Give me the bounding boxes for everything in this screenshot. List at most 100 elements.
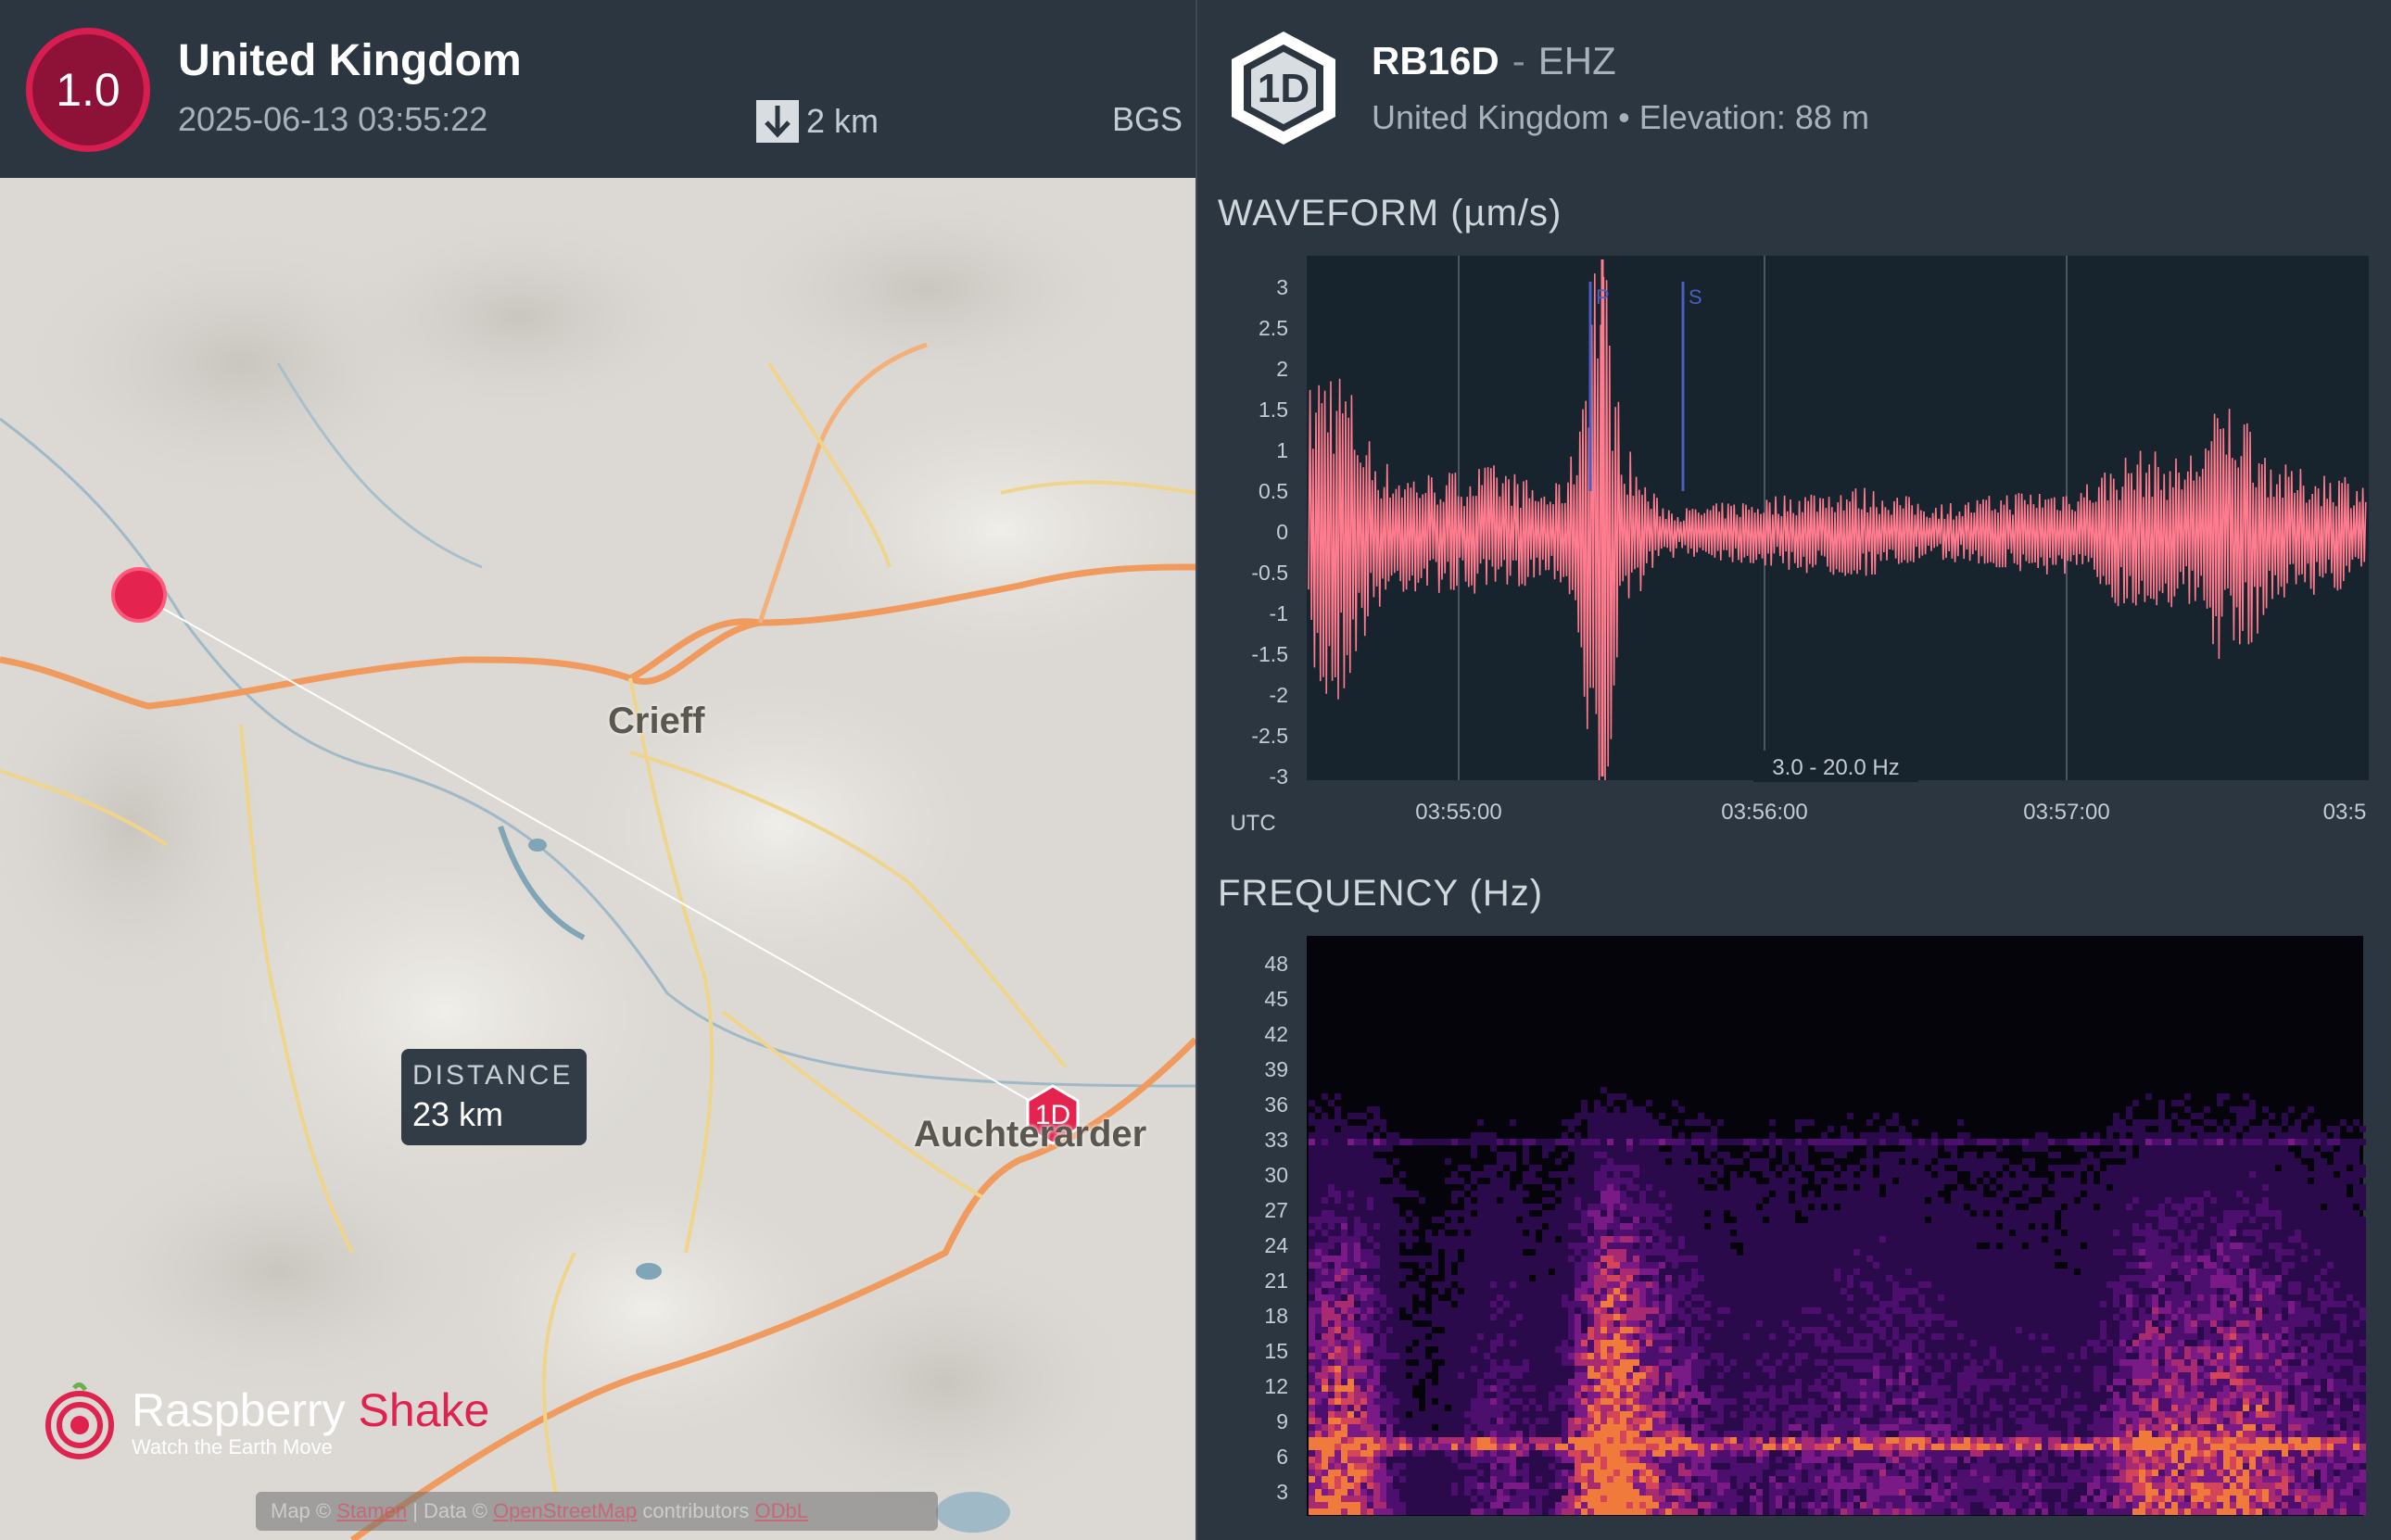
spectrogram-cell [1698, 1405, 1704, 1411]
spectrogram-cell [1750, 1204, 1756, 1210]
spectrogram-cell [1503, 1346, 1510, 1353]
spectrogram-cell [1471, 1379, 1477, 1385]
station-map-marker[interactable]: 1D [1035, 1100, 1070, 1130]
attribution-link-odbl[interactable]: ODbL [754, 1499, 808, 1522]
spectrogram-cell [1808, 1476, 1815, 1483]
spectrogram-cell [1432, 1502, 1438, 1508]
spectrogram-cell [1860, 1333, 1866, 1340]
spectrogram-cell [1438, 1230, 1445, 1236]
spectrogram-cell [1445, 1314, 1451, 1320]
spectrogram-cell [1847, 1307, 1853, 1314]
spectrogram-cell [1367, 1197, 1373, 1204]
spectrogram-cell [1847, 1171, 1853, 1178]
spectrogram-cell [1354, 1496, 1360, 1502]
spectrogram-cell [1523, 1470, 1529, 1476]
spectrogram-cell [1795, 1353, 1802, 1359]
spectrogram-cell [1536, 1223, 1542, 1230]
spectrogram-cell [1639, 1262, 1646, 1269]
spectrogram-cell [1879, 1165, 1886, 1171]
spectrogram-cell [1380, 1320, 1386, 1327]
spectrogram-cell [1756, 1294, 1763, 1301]
spectrogram-cell [1451, 1197, 1458, 1204]
spectrogram-cell [1795, 1158, 1802, 1165]
spectrogram-cell [1795, 1314, 1802, 1320]
spectrogram-cell [1523, 1340, 1529, 1346]
spectrogram-cell [1828, 1372, 1834, 1379]
spectrogram-cell [1665, 1392, 1672, 1398]
spectrogram-cell [1828, 1476, 1834, 1483]
spectrogram-cell [1464, 1346, 1471, 1353]
spectrogram-cell [1802, 1275, 1808, 1281]
spectrogram-cell [1516, 1184, 1523, 1191]
spectrogram-cell [1594, 1483, 1600, 1489]
spectrogram-cell [1711, 1281, 1717, 1288]
attribution-link-osm[interactable]: OpenStreetMap [492, 1499, 638, 1522]
spectrogram-cell [1879, 1379, 1886, 1385]
spectrogram-cell [1776, 1424, 1782, 1431]
spectrogram-cell [1568, 1236, 1575, 1243]
spectrogram-cell [1523, 1243, 1529, 1249]
spectrogram-cell [1516, 1275, 1523, 1281]
spectrogram-cell [1600, 1379, 1607, 1385]
spectrogram-cell [1315, 1165, 1322, 1171]
spectrogram-cell [1821, 1470, 1828, 1476]
spectrogram-cell [1568, 1301, 1575, 1307]
spectrogram-cell [1866, 1184, 1873, 1191]
attribution-link-stamen[interactable]: Stamen [336, 1499, 408, 1522]
spectrogram-cell [1821, 1457, 1828, 1463]
spectrogram-cell [1769, 1204, 1776, 1210]
spectrogram-cell [1711, 1366, 1717, 1372]
spectrogram-cell [1367, 1230, 1373, 1236]
spectrogram-cell [1529, 1139, 1536, 1145]
spectrogram-cell [1309, 1346, 1315, 1353]
spectrogram-cell [1360, 1372, 1367, 1379]
spectrogram-cell [1464, 1288, 1471, 1294]
spectrogram-cell [1639, 1346, 1646, 1353]
spectrogram-cell [1399, 1424, 1406, 1431]
spectrogram-cell [1672, 1230, 1678, 1236]
spectrogram-cell [1393, 1398, 1399, 1405]
spectrogram-cell [1802, 1119, 1808, 1126]
spectrogram-cell [1458, 1463, 1464, 1470]
spectrogram-cell [1484, 1262, 1490, 1269]
spectrogram-cell [1484, 1483, 1490, 1489]
spectrogram-cell [1490, 1145, 1497, 1152]
spectrogram-cell [1769, 1411, 1776, 1418]
spectrogram-cell [1769, 1385, 1776, 1392]
spectrogram-cell [1626, 1508, 1633, 1515]
spectrogram-cell [1763, 1379, 1769, 1385]
spectrogram-cell [1594, 1256, 1600, 1262]
spectrogram-cell [1322, 1359, 1328, 1366]
event-map[interactable]: 1D Crieff Auchterarder DISTANCE 23 km Ra… [0, 178, 1196, 1540]
spectrogram-cell [1315, 1158, 1322, 1165]
spectrogram-cell [1497, 1392, 1503, 1398]
spectrogram-cell [1497, 1411, 1503, 1418]
spectrogram-cell [1542, 1184, 1549, 1191]
raspberry-shake-logo[interactable]: Raspberry Shake Watch the Earth Move [41, 1382, 489, 1460]
spectrogram-cell [1724, 1411, 1730, 1418]
spectrogram-cell [1529, 1444, 1536, 1450]
spectrogram-cell [1763, 1437, 1769, 1444]
spectrogram-cell [1860, 1204, 1866, 1210]
spectrogram-cell [1763, 1346, 1769, 1353]
spectrogram-cell [1490, 1171, 1497, 1178]
spectrogram-cell [1549, 1385, 1555, 1392]
spectrogram-cell [1620, 1294, 1626, 1301]
spectrogram-cell [1315, 1106, 1322, 1113]
spectrogram-cell [1860, 1411, 1866, 1418]
spectrogram-cell [1315, 1139, 1322, 1145]
spectrogram-cell [1853, 1359, 1860, 1366]
spectrogram-cell [1588, 1411, 1594, 1418]
spectrogram-cell [1620, 1353, 1626, 1359]
spectrogram-cell [1756, 1340, 1763, 1346]
spectrogram-cell [1639, 1243, 1646, 1249]
spectrogram-cell [1354, 1236, 1360, 1243]
spectrogram-cell [1315, 1353, 1322, 1359]
spectrogram-cell [1555, 1223, 1562, 1230]
spectrogram-cell [1412, 1411, 1419, 1418]
spectrogram-cell [1691, 1281, 1698, 1288]
spectrogram-cell [1613, 1424, 1620, 1431]
spectrogram-cell [1354, 1145, 1360, 1152]
spectrogram-cell [1477, 1437, 1484, 1444]
spectrogram-cell [1360, 1424, 1367, 1431]
